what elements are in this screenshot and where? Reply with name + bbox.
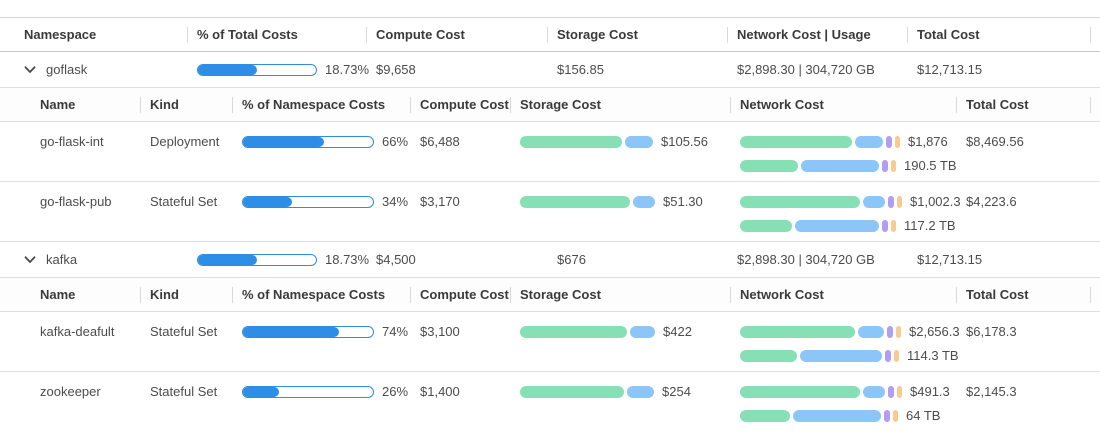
pct-namespace-costs-bar [242, 135, 374, 148]
col-total-cost: Total Cost [966, 286, 1100, 303]
col-pct-total-costs: % of Total Costs [197, 26, 376, 43]
col-name: Name [0, 286, 150, 303]
storage-cost-bar [520, 325, 655, 338]
namespace-row[interactable]: kafka 18.73% $4,500 $676 $2,898.30 | 304… [0, 242, 1100, 278]
namespace-row[interactable]: goflask 18.73% $9,658 $156.85 $2,898.30 … [0, 52, 1100, 88]
total-cost-value: $12,713.15 [917, 252, 983, 267]
workload-kind: Stateful Set [150, 194, 218, 209]
workload-row[interactable]: zookeeper Stateful Set 26% $1,400 $254 $… [0, 372, 1100, 432]
workload-name: zookeeper [40, 384, 101, 399]
col-pct-namespace-costs: % of Namespace Costs [242, 286, 420, 303]
col-pct-namespace-costs: % of Namespace Costs [242, 96, 420, 113]
pct-namespace-costs-value: 74% [382, 324, 409, 339]
compute-cost-value: $4,500 [376, 252, 416, 267]
compute-cost-value: $3,170 [420, 194, 460, 209]
network-usage-bar [740, 159, 896, 172]
storage-cost-value: $422 [663, 324, 692, 339]
namespace-name: kafka [46, 252, 78, 267]
col-compute-cost: Compute Cost [376, 26, 557, 43]
col-kind: Kind [150, 96, 242, 113]
storage-cost-value: $676 [557, 252, 586, 267]
compute-cost-value: $1,400 [420, 384, 460, 399]
cost-table: Namespace % of Total Costs Compute Cost … [0, 17, 1100, 432]
total-cost-value: $6,178.3 [966, 324, 1017, 339]
workload-row[interactable]: kafka-deafult Stateful Set 74% $3,100 $4… [0, 312, 1100, 372]
col-kind: Kind [150, 286, 242, 303]
network-usage-bar [740, 349, 899, 362]
pct-total-costs-value: 18.73% [325, 62, 370, 77]
network-cost-value: $2,656.3 [909, 324, 960, 339]
pct-namespace-costs-bar [242, 195, 374, 208]
network-usage-bar [740, 409, 898, 422]
compute-cost-value: $3,100 [420, 324, 460, 339]
col-network-cost: Network Cost [740, 96, 966, 113]
network-cost-value: $491.3 [910, 384, 950, 399]
col-total-cost: Total Cost [966, 96, 1100, 113]
network-cost-usage-value: $2,898.30 | 304,720 GB [737, 62, 875, 77]
compute-cost-value: $9,658 [376, 62, 416, 77]
workload-row[interactable]: go-flask-pub Stateful Set 34% $3,170 $51… [0, 182, 1100, 242]
network-cost-bar [740, 135, 900, 148]
network-usage-value: 64 TB [906, 408, 941, 423]
storage-cost-bar [520, 385, 654, 398]
storage-cost-bar [520, 195, 655, 208]
network-cost-usage-value: $2,898.30 | 304,720 GB [737, 252, 875, 267]
workload-kind: Stateful Set [150, 324, 218, 339]
top-spacer [0, 0, 1100, 17]
col-total-cost: Total Cost [917, 26, 1100, 43]
total-cost-value: $12,713.15 [917, 62, 983, 77]
network-usage-bar [740, 219, 896, 232]
pct-namespace-costs-value: 66% [382, 134, 409, 149]
pct-total-costs-bar [197, 63, 317, 76]
pct-namespace-costs-bar [242, 385, 374, 398]
storage-cost-value: $105.56 [661, 134, 708, 149]
pct-namespace-costs-value: 34% [382, 194, 409, 209]
workload-row[interactable]: go-flask-int Deployment 66% $6,488 $105.… [0, 122, 1100, 182]
col-network-cost: Network Cost [740, 286, 966, 303]
network-usage-value: 114.3 TB [907, 348, 959, 363]
workload-header-row: Name Kind % of Namespace Costs Compute C… [0, 278, 1100, 312]
col-compute-cost: Compute Cost [420, 96, 520, 113]
pct-namespace-costs-value: 26% [382, 384, 409, 399]
total-cost-value: $8,469.56 [966, 134, 1024, 149]
network-cost-bar [740, 385, 902, 398]
col-namespace: Namespace [0, 26, 197, 43]
col-network-cost-usage: Network Cost | Usage [737, 26, 917, 43]
workload-kind: Stateful Set [150, 384, 218, 399]
storage-cost-value: $51.30 [663, 194, 703, 209]
total-cost-value: $4,223.6 [966, 194, 1017, 209]
workload-name: kafka-deafult [40, 324, 115, 339]
col-name: Name [0, 96, 150, 113]
network-cost-bar [740, 195, 902, 208]
storage-cost-bar [520, 135, 653, 148]
workload-name: go-flask-int [40, 134, 104, 149]
network-usage-value: 117.2 TB [904, 218, 956, 233]
chevron-down-icon[interactable] [24, 65, 36, 74]
col-storage-cost: Storage Cost [557, 26, 737, 43]
network-usage-value: 190.5 TB [904, 158, 957, 173]
col-compute-cost: Compute Cost [420, 286, 520, 303]
network-cost-bar [740, 325, 901, 338]
workload-kind: Deployment [150, 134, 220, 149]
storage-cost-value: $254 [662, 384, 691, 399]
compute-cost-value: $6,488 [420, 134, 460, 149]
chevron-down-icon[interactable] [24, 255, 36, 264]
pct-total-costs-bar [197, 253, 317, 266]
workload-header-row: Name Kind % of Namespace Costs Compute C… [0, 88, 1100, 122]
pct-total-costs-value: 18.73% [325, 252, 370, 267]
namespace-name: goflask [46, 62, 88, 77]
storage-cost-value: $156.85 [557, 62, 604, 77]
network-cost-value: $1,002.3 [910, 194, 961, 209]
col-storage-cost: Storage Cost [520, 96, 740, 113]
workload-name: go-flask-pub [40, 194, 112, 209]
total-cost-value: $2,145.3 [966, 384, 1017, 399]
namespace-header-row: Namespace % of Total Costs Compute Cost … [0, 18, 1100, 52]
pct-namespace-costs-bar [242, 325, 374, 338]
col-storage-cost: Storage Cost [520, 286, 740, 303]
network-cost-value: $1,876 [908, 134, 948, 149]
